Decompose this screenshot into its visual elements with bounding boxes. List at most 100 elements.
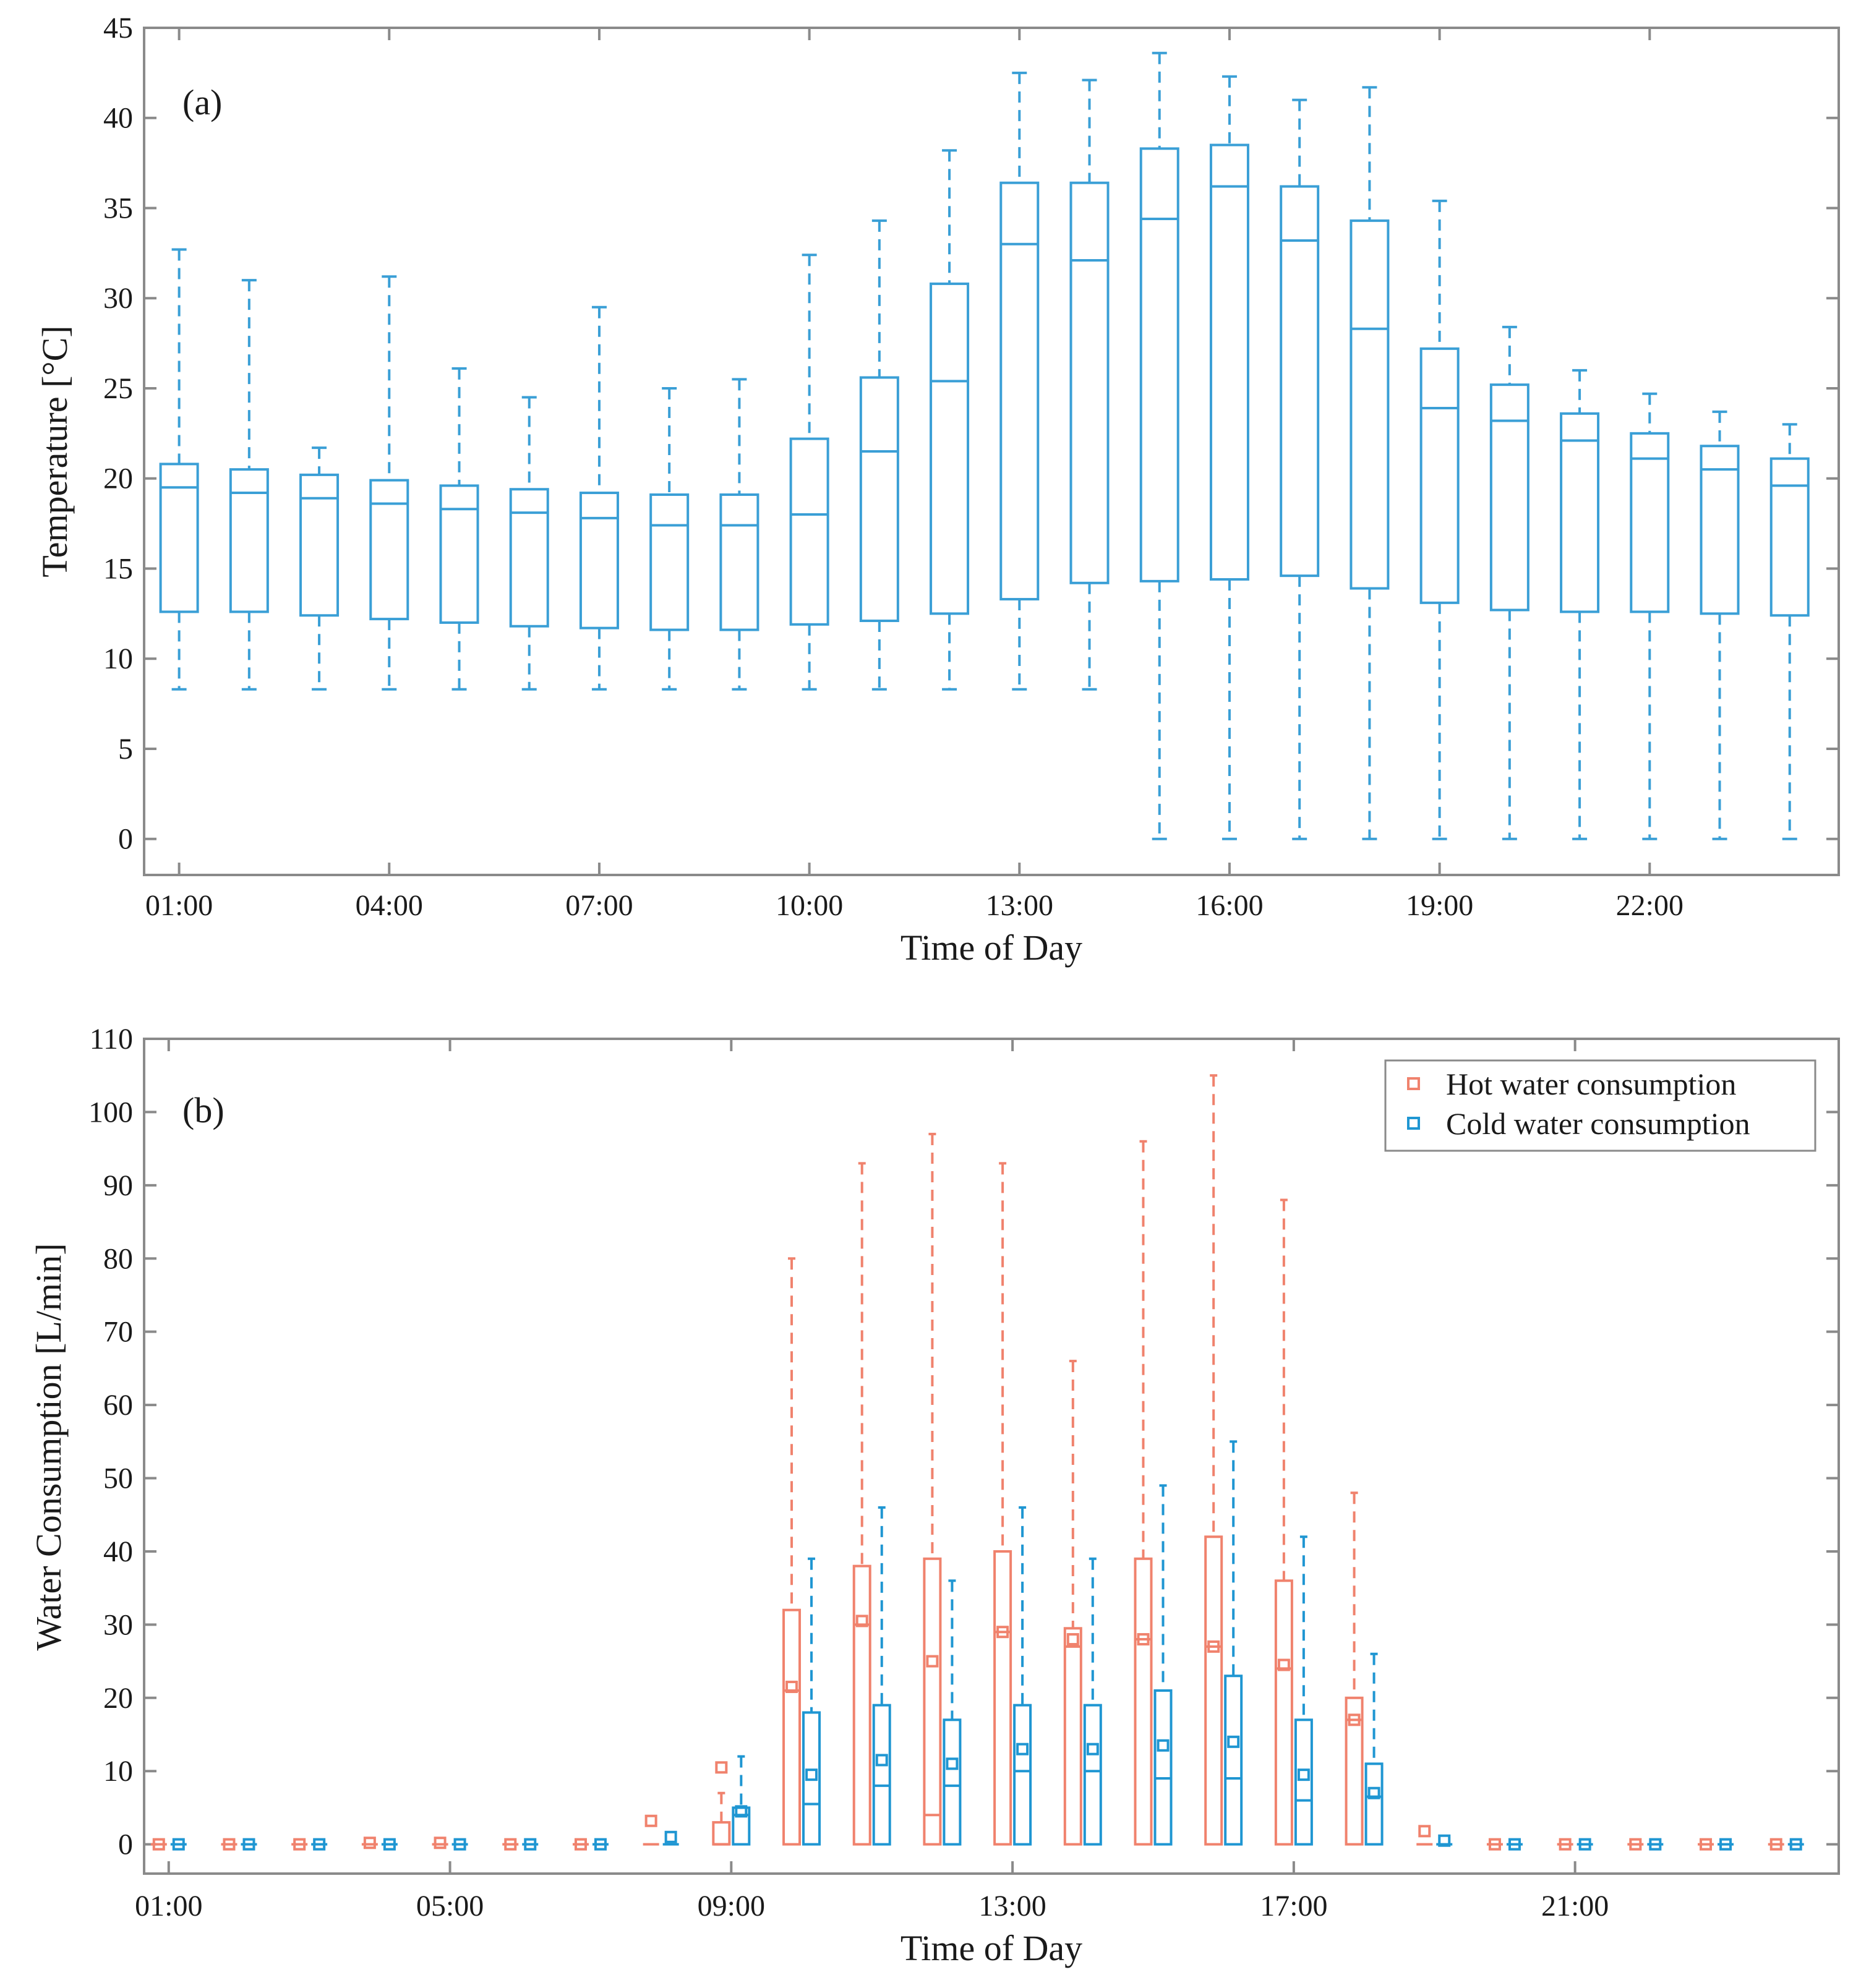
temperature-iqr-box <box>1769 457 1810 617</box>
water-x-tick-label: 21:00 <box>1541 1890 1609 1922</box>
hot-mean-marker <box>434 1837 447 1849</box>
hot-mean-marker <box>152 1838 165 1851</box>
hot-box <box>1063 1360 1082 1846</box>
temperature-x-tick-label: 07:00 <box>565 889 633 922</box>
cold-box <box>522 1838 539 1851</box>
hot-mean-marker <box>223 1838 236 1851</box>
cold-mean-marker <box>1719 1838 1732 1851</box>
temperature-y-tick-label: 20 <box>103 463 133 495</box>
temperature-x-tick-label: 16:00 <box>1196 889 1263 922</box>
hot-box <box>361 1837 378 1849</box>
temperature-box <box>999 71 1040 691</box>
cold-iqr-box <box>872 1704 891 1846</box>
water-y-tick-label: 110 <box>90 1023 133 1056</box>
cold-mean-marker <box>453 1838 466 1851</box>
cold-iqr-box <box>1013 1704 1032 1846</box>
temperature-iqr-box <box>1489 383 1529 612</box>
cold-mean-marker <box>1157 1739 1170 1752</box>
cold-box <box>1013 1506 1032 1846</box>
temperature-box <box>859 219 899 691</box>
temperature-y-ticks: 0 5 10 15 20 25 30 35 40 45 <box>103 12 1839 856</box>
water-x-tick-label: 01:00 <box>135 1890 202 1922</box>
temperature-box <box>1630 392 1670 840</box>
hot-box <box>221 1838 237 1851</box>
hot-box <box>1204 1074 1223 1846</box>
temperature-box <box>719 378 759 691</box>
temperature-iqr-box <box>1069 181 1110 584</box>
water-y-tick-label: 90 <box>103 1169 133 1202</box>
hot-box <box>923 1132 942 1846</box>
hot-iqr-box <box>712 1821 731 1846</box>
cold-iqr-box <box>1083 1704 1102 1846</box>
cold-iqr-box <box>732 1806 751 1846</box>
cold-box <box>1224 1440 1243 1846</box>
water-y-tick-label: 70 <box>103 1316 133 1349</box>
temperature-y-axis-title: Temperature [°C] <box>35 325 75 577</box>
temperature-box <box>1280 98 1320 840</box>
temperature-plot-frame <box>143 27 1840 876</box>
hot-iqr-box <box>1204 1535 1223 1846</box>
cold-box <box>802 1557 821 1846</box>
temperature-iqr-box <box>649 493 690 631</box>
cold-mean-marker <box>875 1754 888 1767</box>
legend-frame <box>1384 1059 1816 1152</box>
water-x-tick-label: 09:00 <box>698 1890 765 1922</box>
hot-mean-marker <box>363 1837 376 1849</box>
cold-box <box>241 1838 257 1851</box>
temperature-y-tick-label: 25 <box>103 372 133 405</box>
temperature-iqr-box <box>789 437 829 626</box>
temperature-box <box>159 248 199 691</box>
cold-box <box>1083 1557 1102 1846</box>
hot-mean-marker <box>715 1761 728 1774</box>
temperature-iqr-box <box>719 493 759 631</box>
cold-mean-marker <box>1508 1838 1521 1851</box>
legend-cold-label: Cold water consumption <box>1446 1106 1750 1141</box>
hot-mean-marker <box>1066 1633 1079 1646</box>
temperature-box <box>930 149 970 691</box>
temperature-iqr-box <box>1630 432 1670 613</box>
hot-iqr-box <box>923 1557 942 1846</box>
temperature-x-tick-label: 01:00 <box>145 889 213 922</box>
temperature-box <box>1209 75 1249 840</box>
water-panel-label: (b) <box>182 1090 225 1130</box>
temperature-y-tick-label: 35 <box>103 192 133 224</box>
hot-mean-marker <box>1207 1640 1220 1653</box>
hot-box <box>1274 1198 1293 1846</box>
cold-box <box>943 1579 962 1846</box>
temperature-box <box>299 446 340 691</box>
cold-box <box>872 1506 891 1846</box>
legend-cold-marker <box>1407 1117 1420 1130</box>
cold-iqr-box <box>802 1711 821 1846</box>
cold-mean-marker <box>664 1830 677 1843</box>
hot-mean-marker <box>1418 1825 1431 1838</box>
cold-mean-marker <box>383 1838 396 1851</box>
cold-mean-marker <box>1438 1834 1451 1847</box>
temperature-box <box>229 279 269 691</box>
hot-iqr-box <box>782 1608 802 1846</box>
hot-box <box>993 1162 1012 1846</box>
hot-box <box>150 1838 167 1851</box>
cold-mean-marker <box>1016 1743 1029 1755</box>
hot-iqr-box <box>1345 1696 1364 1846</box>
water-consumption-panel: 0 10 20 30 40 50 60 70 80 90 100 110 01:00 05:00 09:0… <box>28 1023 1840 1968</box>
water-y-tick-label: 40 <box>103 1535 133 1568</box>
cold-mean-marker <box>1086 1743 1099 1755</box>
water-plot-frame <box>143 1038 1840 1875</box>
hot-mean-marker <box>504 1838 517 1851</box>
water-y-tick-label: 0 <box>118 1828 133 1861</box>
temperature-iqr-box <box>930 282 970 615</box>
temperature-box <box>1700 410 1740 840</box>
temperature-y-tick-label: 45 <box>103 12 133 45</box>
cold-mean-marker <box>1227 1735 1240 1748</box>
legend: Hot water consumption Cold water consump… <box>1384 1059 1816 1152</box>
water-y-ticks: 0 10 20 30 40 50 60 70 80 90 100 110 <box>88 1023 1839 1861</box>
hot-box <box>432 1837 448 1849</box>
hot-mean-marker <box>785 1681 798 1694</box>
hot-box <box>1486 1838 1503 1851</box>
hot-box <box>1557 1838 1573 1851</box>
temperature-box <box>1069 79 1110 691</box>
hot-box <box>1627 1838 1644 1851</box>
hot-box <box>782 1257 802 1846</box>
hot-box <box>572 1838 589 1851</box>
hot-box <box>1768 1838 1784 1851</box>
